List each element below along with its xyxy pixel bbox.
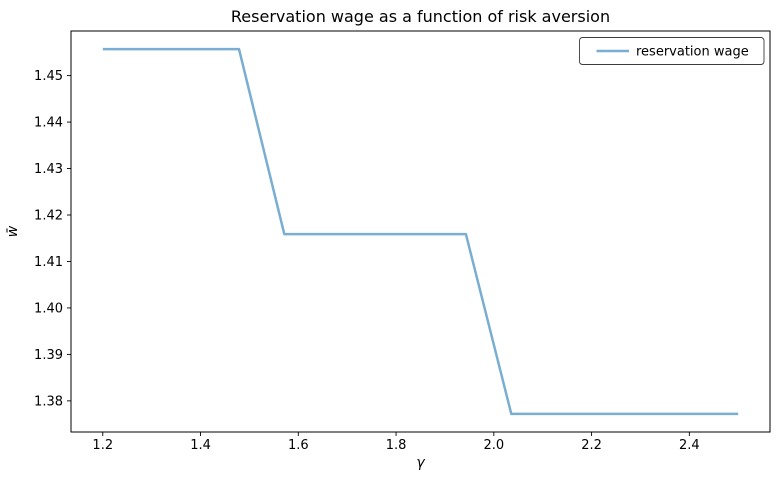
series-line-reservation-wage	[102, 47, 739, 416]
chart-title: Reservation wage as a function of risk a…	[231, 7, 610, 26]
y-tick-label: 1.45	[34, 69, 63, 84]
legend-label: reservation wage	[636, 45, 749, 60]
y-axis-label: w̄	[5, 225, 21, 237]
x-axis-ticks: 1.2 1.4 1.6 1.8 2.0 2.2 2.4	[92, 432, 700, 453]
x-tick-label: 1.4	[190, 438, 211, 453]
y-tick-label: 1.39	[34, 348, 63, 363]
y-tick-label: 1.44	[34, 116, 63, 131]
y-tick-label: 1.38	[34, 394, 63, 409]
x-tick-label: 2.2	[581, 438, 602, 453]
legend: reservation wage	[579, 37, 765, 65]
y-tick-label: 1.42	[34, 209, 63, 224]
x-tick-label: 2.0	[483, 438, 504, 453]
x-tick-label: 2.4	[679, 438, 700, 453]
x-tick-label: 1.6	[288, 438, 309, 453]
x-axis-label: γ	[416, 455, 425, 471]
axes-frame	[70, 30, 771, 433]
x-tick-label: 1.2	[92, 438, 113, 453]
y-tick-label: 1.43	[34, 162, 63, 177]
y-axis-ticks: 1.38 1.39 1.40 1.41 1.42 1.43 1.44 1.45	[34, 69, 71, 409]
legend-frame	[579, 37, 765, 65]
y-tick-label: 1.41	[34, 255, 63, 270]
y-tick-label: 1.40	[34, 301, 63, 316]
x-tick-label: 1.8	[386, 438, 407, 453]
